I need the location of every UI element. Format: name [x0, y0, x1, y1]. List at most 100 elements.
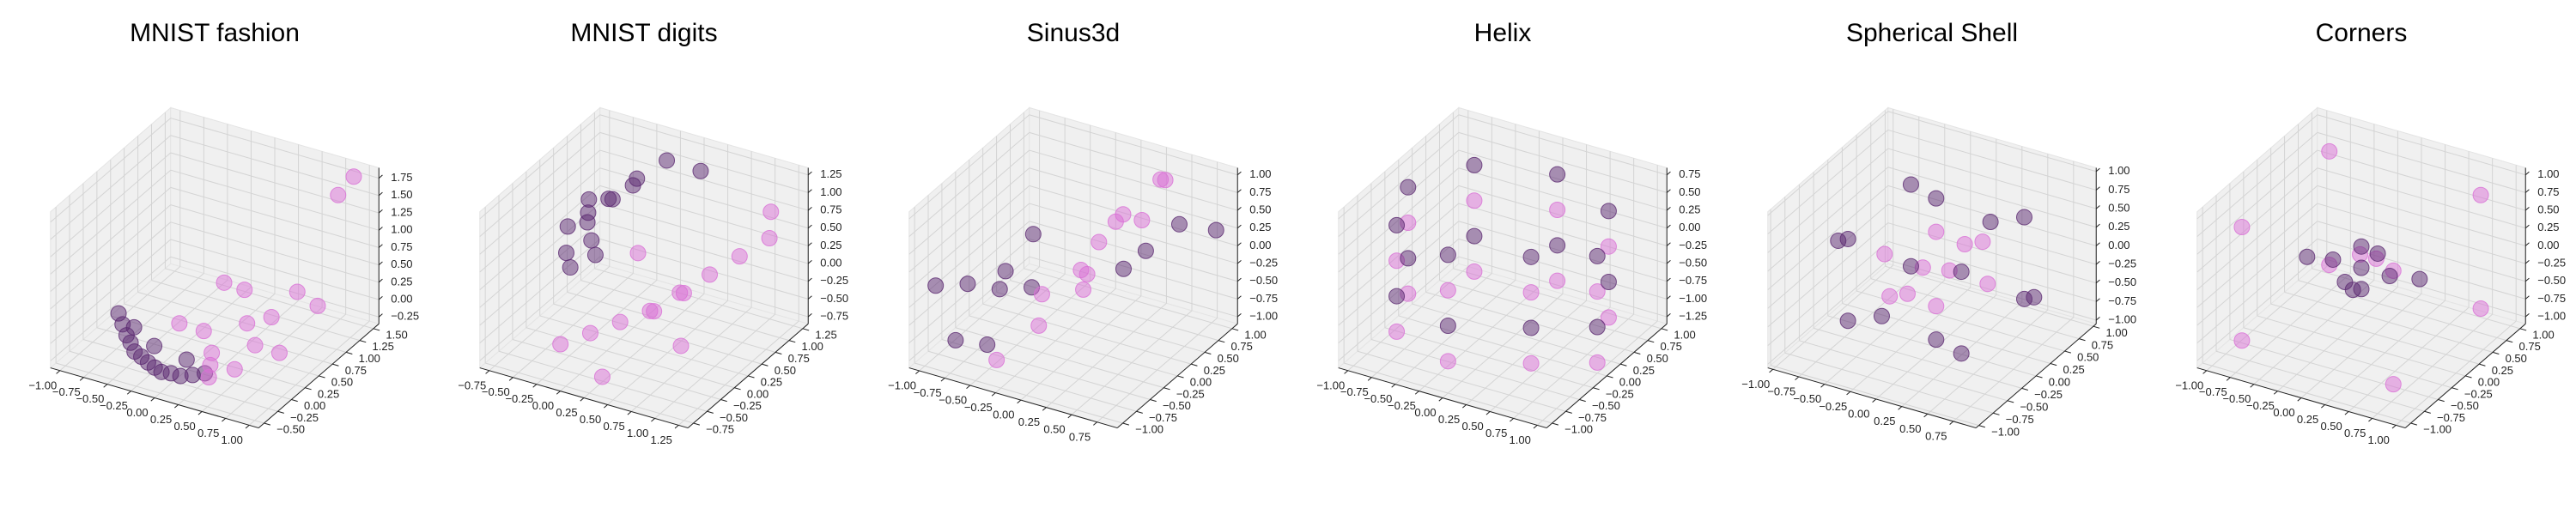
grid-line [170, 221, 380, 283]
tick-mark [720, 399, 727, 403]
scatter-point [1107, 213, 1124, 230]
scatter-point [557, 245, 574, 262]
tick-mark [674, 424, 679, 429]
scatter-point [1466, 156, 1483, 173]
tick-mark [580, 397, 585, 402]
grid-line [170, 186, 380, 248]
grid-line [1799, 340, 2008, 402]
grid-line [50, 169, 172, 275]
scatter-point [1600, 203, 1617, 220]
grid-line [1338, 149, 1460, 255]
grid-line [2243, 327, 2452, 389]
grid-line [2196, 221, 2318, 326]
scatter-point [1974, 233, 1991, 251]
tick-mark [1661, 328, 1668, 331]
y-tick-label: −0.25 [290, 411, 319, 424]
tick-mark [150, 397, 155, 402]
z-tick-label: −0.75 [2108, 294, 2136, 307]
grid-line [2317, 185, 2526, 246]
z-tick-label: 0.25 [2108, 220, 2129, 233]
y-axis-line [1546, 323, 1668, 428]
scatter-point [1600, 309, 1617, 326]
tick-mark [1552, 422, 1559, 426]
grid-line [1343, 362, 1552, 424]
tick-mark [2479, 363, 2486, 367]
grid-line [1770, 365, 1979, 427]
tick-mark [627, 411, 632, 415]
x-tick-label: −0.50 [482, 385, 510, 398]
z-tick-label: −1.00 [1679, 292, 1707, 305]
x-tick-label: 0.00 [2273, 406, 2294, 419]
tick-mark [1666, 224, 1671, 229]
grid-line [2196, 185, 2318, 290]
y-tick-label: 0.25 [2063, 363, 2084, 376]
y-tick-label: −0.75 [2006, 413, 2034, 426]
scatter-point [2344, 282, 2361, 299]
tick-mark [378, 313, 383, 318]
scatter-point [659, 152, 676, 169]
grid-line [165, 268, 374, 330]
tick-mark [1067, 414, 1072, 419]
scatter-point [1115, 260, 1133, 277]
scatter-point [1075, 281, 1092, 298]
grid-line [50, 135, 172, 240]
tick-mark [2095, 298, 2100, 302]
tick-mark [1344, 370, 1349, 374]
tick-mark [2506, 340, 2513, 343]
x-axis-line [908, 367, 1118, 429]
z-tick-label: 1.00 [2537, 167, 2559, 180]
scatter-point [672, 337, 690, 354]
tick-mark [2524, 242, 2530, 246]
scatter-point [195, 323, 212, 340]
x-axis-line [1767, 367, 1977, 429]
scatter-point [1928, 223, 1945, 240]
tick-mark [378, 174, 383, 179]
tick-mark [1769, 368, 1774, 373]
z-tick-label: 0.25 [2537, 221, 2559, 233]
y-tick-label: −0.75 [706, 423, 734, 436]
tick-mark [807, 260, 812, 264]
tick-mark [2524, 260, 2530, 264]
tick-mark [807, 171, 812, 176]
z-tick-label: 1.50 [391, 188, 412, 201]
scatter-point [1024, 226, 1042, 243]
z-tick-label: 0.75 [1679, 167, 1700, 180]
tick-mark [2524, 277, 2530, 282]
scatter-point [692, 162, 709, 179]
grid-line [1338, 114, 1460, 220]
x-tick-label: −0.25 [1388, 399, 1416, 412]
scatter-point [1522, 284, 1540, 301]
tick-mark [802, 328, 810, 331]
y-tick-label: −1.00 [1991, 425, 2020, 438]
tick-mark [1163, 387, 1170, 391]
scatter-point [1589, 354, 1606, 371]
tick-mark [1236, 242, 1242, 246]
z-tick-label: 1.00 [820, 185, 841, 198]
x-tick-label: −0.75 [52, 385, 81, 398]
scatter-point [586, 246, 604, 264]
scatter-point [762, 203, 780, 221]
tick-mark [378, 209, 383, 214]
grid-line [484, 362, 694, 424]
scatter-point [1152, 171, 1170, 188]
y-tick-label: 1.25 [815, 328, 836, 341]
tick-mark [1898, 406, 1903, 410]
z-tick-label: 0.00 [391, 292, 412, 305]
scatter-point [2472, 300, 2489, 317]
z-tick-label: 0.75 [2108, 183, 2129, 196]
scatter-point [1589, 247, 1606, 264]
grid-line [2317, 131, 2526, 193]
scatter-point [1956, 236, 1973, 253]
tick-mark [79, 377, 84, 381]
scatter-point [1466, 192, 1483, 209]
grid-line [1458, 238, 1668, 300]
y-tick-label: 1.00 [1674, 328, 1695, 341]
tick-mark [2095, 167, 2100, 173]
tick-mark [1949, 421, 1954, 425]
x-tick-label: −0.50 [1364, 392, 1392, 405]
x-tick-label: −0.50 [76, 392, 104, 405]
tick-mark [807, 295, 812, 300]
tick-mark [103, 384, 108, 388]
x-tick-label: 1.00 [1510, 433, 1531, 446]
scatter-point [1388, 216, 1406, 233]
